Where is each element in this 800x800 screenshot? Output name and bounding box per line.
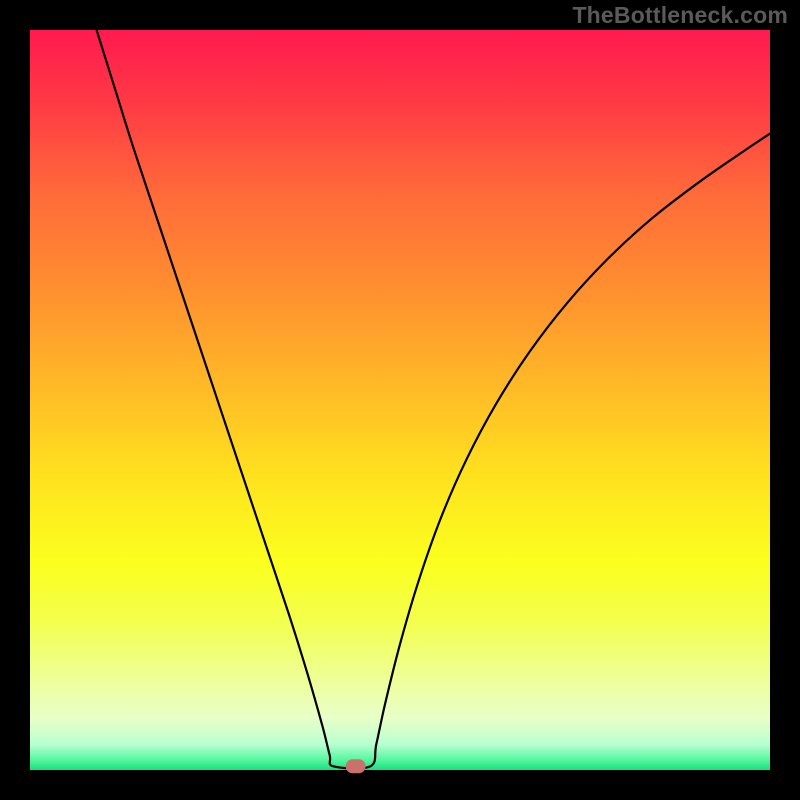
chart-container: { "canvas": { "width": 800, "height": 80…	[0, 0, 800, 800]
plot-background	[30, 30, 770, 770]
watermark-text: TheBottleneck.com	[572, 2, 788, 29]
bottleneck-chart	[0, 0, 800, 800]
optimal-point-marker	[346, 759, 366, 773]
